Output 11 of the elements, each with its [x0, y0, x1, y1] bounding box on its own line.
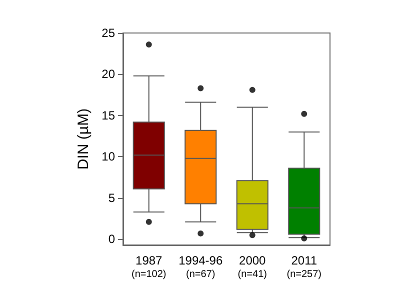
y-tick-label: 10 — [102, 150, 116, 164]
y-tick-label: 0 — [108, 232, 116, 246]
y-tick-label: 25 — [102, 26, 116, 40]
x-tick-label: 1987 (n=102) — [132, 254, 166, 280]
x-tick-label: 1994-96 (n=67) — [178, 254, 223, 280]
y-tick-label: 20 — [102, 67, 116, 82]
x-tick-label: 2011 (n=257) — [286, 254, 322, 280]
x-tick-label: 2000 (n=41) — [238, 254, 267, 280]
y-axis-title: DIN (µM) — [74, 108, 92, 170]
y-tick-label: 15 — [102, 108, 116, 122]
y-tick-label: 5 — [108, 190, 116, 205]
